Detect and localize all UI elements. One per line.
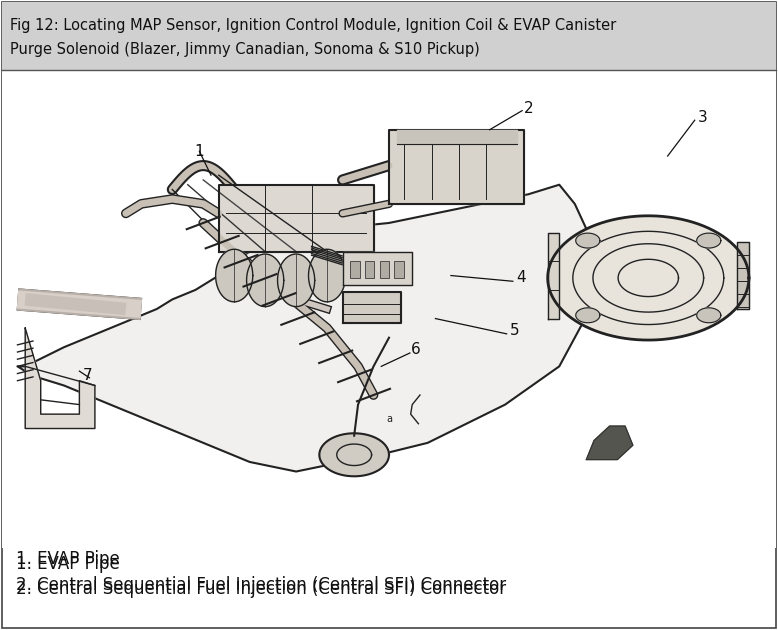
Polygon shape <box>319 433 389 476</box>
Text: 2. Central Sequential Fuel Injection (Central SFI) Connector: 2. Central Sequential Fuel Injection (Ce… <box>16 576 506 594</box>
Text: 2: 2 <box>524 101 533 116</box>
Polygon shape <box>548 232 559 319</box>
Polygon shape <box>738 242 749 309</box>
Polygon shape <box>696 308 721 323</box>
Text: 7: 7 <box>82 369 92 384</box>
Text: Fig 12: Locating MAP Sensor, Ignition Control Module, Ignition Coil & EVAP Canis: Fig 12: Locating MAP Sensor, Ignition Co… <box>10 18 616 33</box>
Polygon shape <box>247 254 284 307</box>
Polygon shape <box>389 130 524 204</box>
Polygon shape <box>587 426 633 459</box>
Polygon shape <box>696 233 721 248</box>
Text: 5: 5 <box>510 323 519 338</box>
Text: 6: 6 <box>412 342 421 357</box>
Polygon shape <box>342 292 401 323</box>
Bar <box>2 70 776 548</box>
Bar <box>380 261 389 278</box>
Polygon shape <box>216 249 253 302</box>
Polygon shape <box>548 216 749 340</box>
Polygon shape <box>397 130 517 144</box>
Text: 2. Central Sequential Fuel Injection (Central SFI) Connector: 2. Central Sequential Fuel Injection (Ce… <box>16 580 506 598</box>
Text: 1. EVAP Pipe: 1. EVAP Pipe <box>16 550 120 568</box>
Bar <box>394 261 404 278</box>
Polygon shape <box>278 254 314 307</box>
Text: Purge Solenoid (Blazer, Jimmy Canadian, Sonoma & S10 Pickup): Purge Solenoid (Blazer, Jimmy Canadian, … <box>10 42 480 57</box>
Text: 3: 3 <box>698 110 707 125</box>
Polygon shape <box>576 233 600 248</box>
Bar <box>365 261 374 278</box>
Text: 4: 4 <box>516 270 525 285</box>
Bar <box>2 2 776 70</box>
Polygon shape <box>219 185 373 251</box>
Polygon shape <box>309 249 345 302</box>
Polygon shape <box>576 308 600 323</box>
Text: a: a <box>386 414 392 424</box>
Polygon shape <box>342 251 412 285</box>
Text: 1: 1 <box>194 144 204 159</box>
Polygon shape <box>17 185 591 471</box>
Text: 1. EVAP Pipe: 1. EVAP Pipe <box>16 555 120 573</box>
Polygon shape <box>25 328 95 428</box>
Bar <box>350 261 359 278</box>
